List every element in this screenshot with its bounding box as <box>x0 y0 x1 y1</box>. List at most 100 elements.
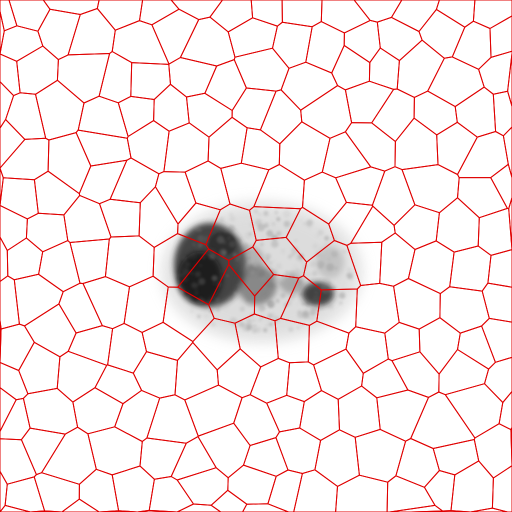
scan-speckle <box>291 246 299 255</box>
scan-speckle <box>307 313 316 321</box>
scan-speckle <box>272 276 280 284</box>
scan-speckle <box>289 270 296 277</box>
scan-speckle <box>198 278 206 285</box>
scan-speckle <box>249 223 252 227</box>
scan-speckle <box>266 229 274 238</box>
scan-speckle <box>235 257 239 262</box>
scan-speckle <box>257 268 263 274</box>
scan-speckle <box>260 234 266 240</box>
scan-speckle <box>296 302 299 306</box>
scan-speckle <box>288 253 293 258</box>
scan-speckle <box>271 226 278 233</box>
scan-speckle <box>270 269 278 277</box>
scan-speckle <box>242 289 246 293</box>
scan-speckle <box>182 276 189 283</box>
scan-speckle <box>190 252 197 260</box>
superpixel-cell <box>508 197 512 253</box>
scan-speckle <box>220 270 223 273</box>
scan-speckle <box>302 222 306 225</box>
scan-speckle <box>223 228 229 234</box>
scan-speckle <box>320 254 324 258</box>
superpixel-cell <box>293 469 338 512</box>
scan-speckle <box>295 286 299 290</box>
scan-speckle <box>265 280 273 289</box>
superpixel-cell <box>481 317 512 363</box>
scan-speckle <box>334 267 338 270</box>
scan-speckle <box>316 292 319 295</box>
scan-speckle <box>315 252 321 258</box>
scan-speckle <box>218 232 222 236</box>
superpixel-cell <box>487 249 512 288</box>
scan-speckle <box>212 282 215 285</box>
scan-speckle <box>340 247 346 253</box>
scan-speckle <box>183 295 192 304</box>
scan-speckle <box>184 261 191 268</box>
scan-speckle <box>330 286 337 292</box>
scan-speckle <box>228 224 236 233</box>
scan-speckle <box>227 296 232 300</box>
scan-speckle <box>294 239 297 242</box>
scan-speckle <box>253 261 259 267</box>
scan-speckle <box>190 306 195 311</box>
scan-speckle <box>181 255 187 261</box>
scan-speckle <box>296 326 300 330</box>
scan-speckle <box>264 259 271 266</box>
scan-speckle <box>210 321 216 328</box>
scan-speckle <box>276 217 281 222</box>
scan-speckle <box>275 230 282 237</box>
scan-speckle <box>324 286 330 292</box>
scan-speckle <box>253 209 258 214</box>
scan-speckle <box>348 268 357 276</box>
scan-speckle <box>290 295 295 301</box>
scan-speckle <box>265 253 272 260</box>
scan-speckle <box>312 270 318 276</box>
scan-speckle <box>237 254 241 258</box>
scan-speckle <box>317 229 324 236</box>
superpixel-cell <box>136 509 198 512</box>
scan-speckle <box>203 304 208 310</box>
scan-speckle <box>307 224 313 230</box>
scan-speckle <box>282 209 291 218</box>
scan-speckle <box>238 256 247 264</box>
superpixel-cell <box>0 119 26 169</box>
superpixel-cell <box>481 282 512 323</box>
scan-speckle <box>312 295 320 303</box>
scan-speckle <box>226 274 229 278</box>
scan-speckle <box>229 215 236 222</box>
scan-speckle <box>232 252 237 257</box>
scan-speckle <box>259 242 264 247</box>
superpixel-cell <box>454 507 510 512</box>
scan-speckle <box>263 328 268 333</box>
scan-speckle <box>219 216 225 222</box>
scan-speckle <box>263 210 269 216</box>
scan-speckle <box>248 291 252 295</box>
scan-speckle <box>202 256 206 260</box>
scan-speckle <box>213 255 218 259</box>
scan-speckle <box>275 263 282 270</box>
scan-speckle <box>191 282 198 289</box>
scan-speckle <box>190 310 193 313</box>
scan-speckle <box>239 306 245 312</box>
scan-speckle <box>227 236 231 241</box>
scan-speckle <box>253 291 257 295</box>
scan-speckle <box>271 240 279 248</box>
scan-speckle <box>270 259 276 265</box>
scan-speckle <box>347 274 354 281</box>
scan-speckle <box>246 298 250 302</box>
scan-speckle <box>189 298 193 302</box>
scan-speckle <box>242 242 249 249</box>
scan-speckle <box>317 260 325 269</box>
scan-speckle <box>253 324 257 328</box>
scan-speckle <box>181 266 189 274</box>
scan-speckle <box>312 243 318 249</box>
scan-speckle <box>199 264 202 267</box>
scan-speckle <box>293 293 300 299</box>
scan-speckle <box>331 250 338 258</box>
scan-speckle <box>269 322 273 327</box>
superpixel-cell <box>410 510 472 512</box>
scan-speckle <box>229 212 234 217</box>
scan-speckle <box>194 226 201 232</box>
superpixel-cell <box>0 504 31 512</box>
scan-speckle <box>299 293 303 296</box>
